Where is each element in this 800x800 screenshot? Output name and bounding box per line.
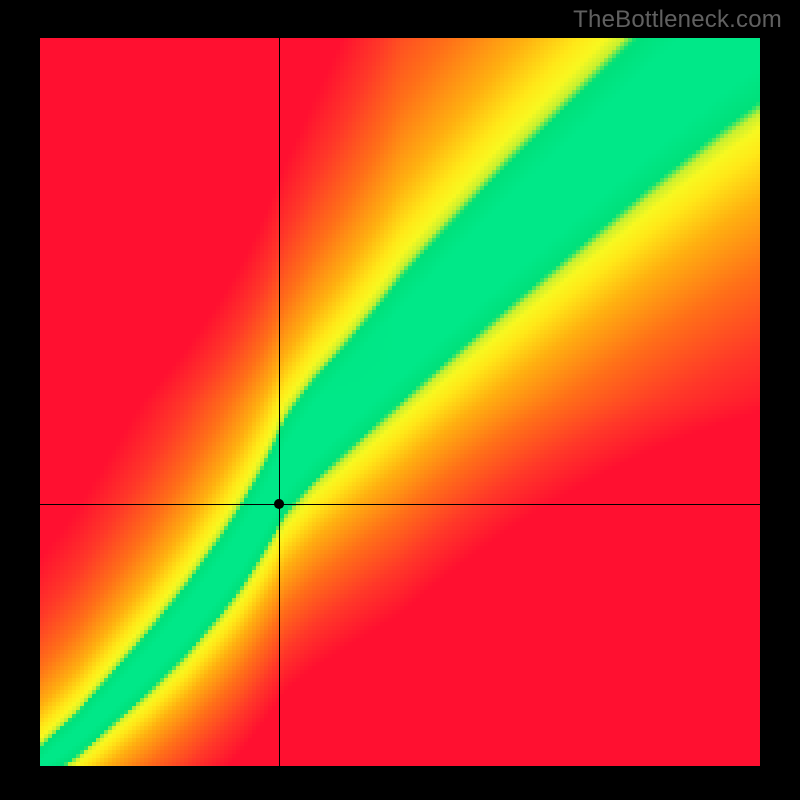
watermark-text: TheBottleneck.com xyxy=(573,6,782,34)
chart-container: TheBottleneck.com xyxy=(0,0,800,800)
crosshair-overlay xyxy=(40,38,760,766)
